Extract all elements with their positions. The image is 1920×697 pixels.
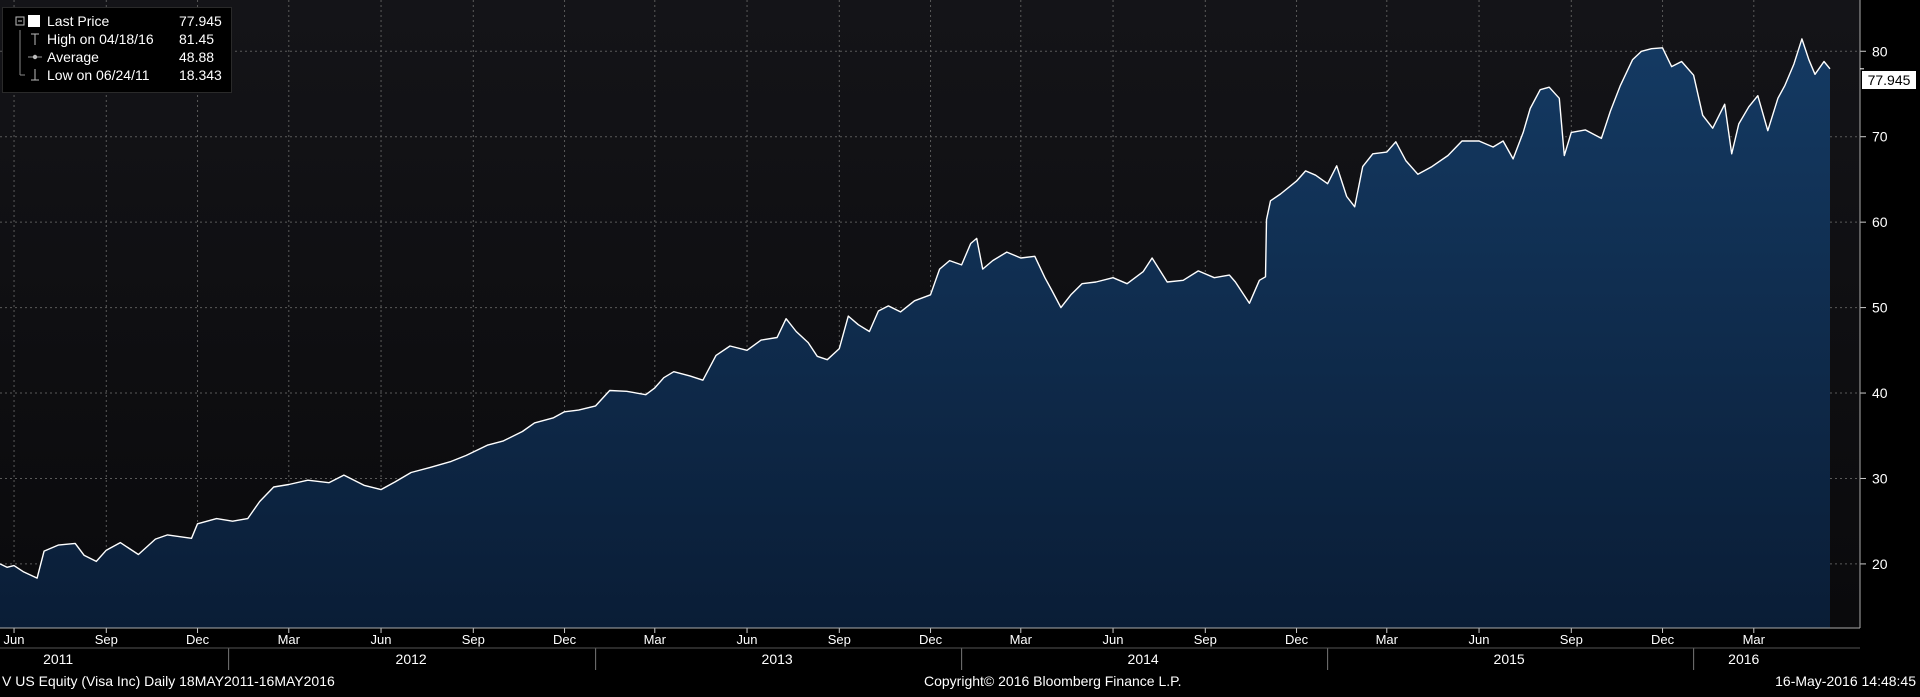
y-tick-label: 20 — [1872, 556, 1888, 572]
footer-copyright: Copyright© 2016 Bloomberg Finance L.P. — [924, 673, 1182, 689]
y-tick-label: 50 — [1872, 300, 1888, 316]
y-tick-label: 60 — [1872, 214, 1888, 230]
price-line — [0, 38, 1831, 579]
x-tick-label: Mar — [1743, 632, 1766, 647]
legend-label: Average — [47, 49, 99, 65]
footer-timestamp: 16-May-2016 14:48:45 — [1775, 673, 1916, 689]
x-tick-label: Dec — [1651, 632, 1675, 647]
x-tick-label: Mar — [644, 632, 667, 647]
x-tick-label: Sep — [1194, 632, 1217, 647]
x-tick-label: Dec — [1285, 632, 1309, 647]
x-tick-label: Dec — [919, 632, 943, 647]
collapse-square-icon — [15, 15, 40, 27]
x-tick-label: Mar — [1376, 632, 1399, 647]
legend-value: 18.343 — [179, 67, 222, 83]
y-tick-label: 70 — [1872, 129, 1888, 145]
last-price-tag: 77.945 — [1862, 71, 1916, 89]
legend-label: Low on 06/24/11 — [47, 67, 150, 83]
x-tick-label: Sep — [462, 632, 485, 647]
x-tick-label: Sep — [1560, 632, 1583, 647]
x-tick-label: Mar — [1010, 632, 1033, 647]
footer-ticker: V US Equity (Visa Inc) Daily 18MAY2011-1… — [2, 673, 335, 689]
x-tick-label: Jun — [737, 632, 758, 647]
legend-item-low: Low on 06/24/11 18.343 — [3, 66, 231, 84]
low-marker-icon — [19, 66, 39, 81]
average-marker-icon — [19, 48, 42, 66]
x-tick-label: Jun — [371, 632, 392, 647]
y-tick-label: 30 — [1872, 470, 1888, 486]
year-label: 2011 — [43, 651, 73, 667]
legend-value: 77.945 — [179, 13, 222, 29]
x-tick-label: Sep — [828, 632, 851, 647]
year-label: 2013 — [762, 651, 793, 667]
y-tick-label: 80 — [1872, 43, 1888, 59]
x-tick-label: Jun — [1103, 632, 1124, 647]
legend-label: Last Price — [47, 13, 110, 29]
legend-value: 81.45 — [179, 31, 215, 47]
y-tick-label: 40 — [1872, 385, 1888, 401]
x-tick-label: Jun — [4, 632, 25, 647]
x-tick-label: Jun — [1469, 632, 1490, 647]
x-tick-label: Sep — [95, 632, 118, 647]
legend: Last Price 77.945 High on 04/18/16 81.45… — [2, 7, 232, 93]
year-label: 2012 — [396, 651, 427, 667]
legend-item-high: High on 04/18/16 81.45 — [3, 30, 231, 48]
price-area — [0, 38, 1830, 628]
year-label: 2014 — [1128, 651, 1159, 667]
legend-item-average: Average 48.88 — [3, 48, 231, 66]
year-label: 2015 — [1494, 651, 1525, 667]
x-tick-label: Dec — [553, 632, 577, 647]
x-tick-label: Dec — [186, 632, 210, 647]
x-tick-label: Mar — [278, 632, 301, 647]
legend-item-last-price: Last Price 77.945 — [3, 12, 231, 30]
year-label: 2016 — [1728, 651, 1759, 667]
axes: 20 30 40 50 60 70 80 Jun Sep Dec Mar Jun Sep Dec Mar Ju… — [0, 0, 1888, 670]
legend-label: High on 04/18/16 — [47, 31, 154, 47]
high-marker-icon — [19, 30, 39, 48]
legend-value: 48.88 — [179, 49, 215, 65]
